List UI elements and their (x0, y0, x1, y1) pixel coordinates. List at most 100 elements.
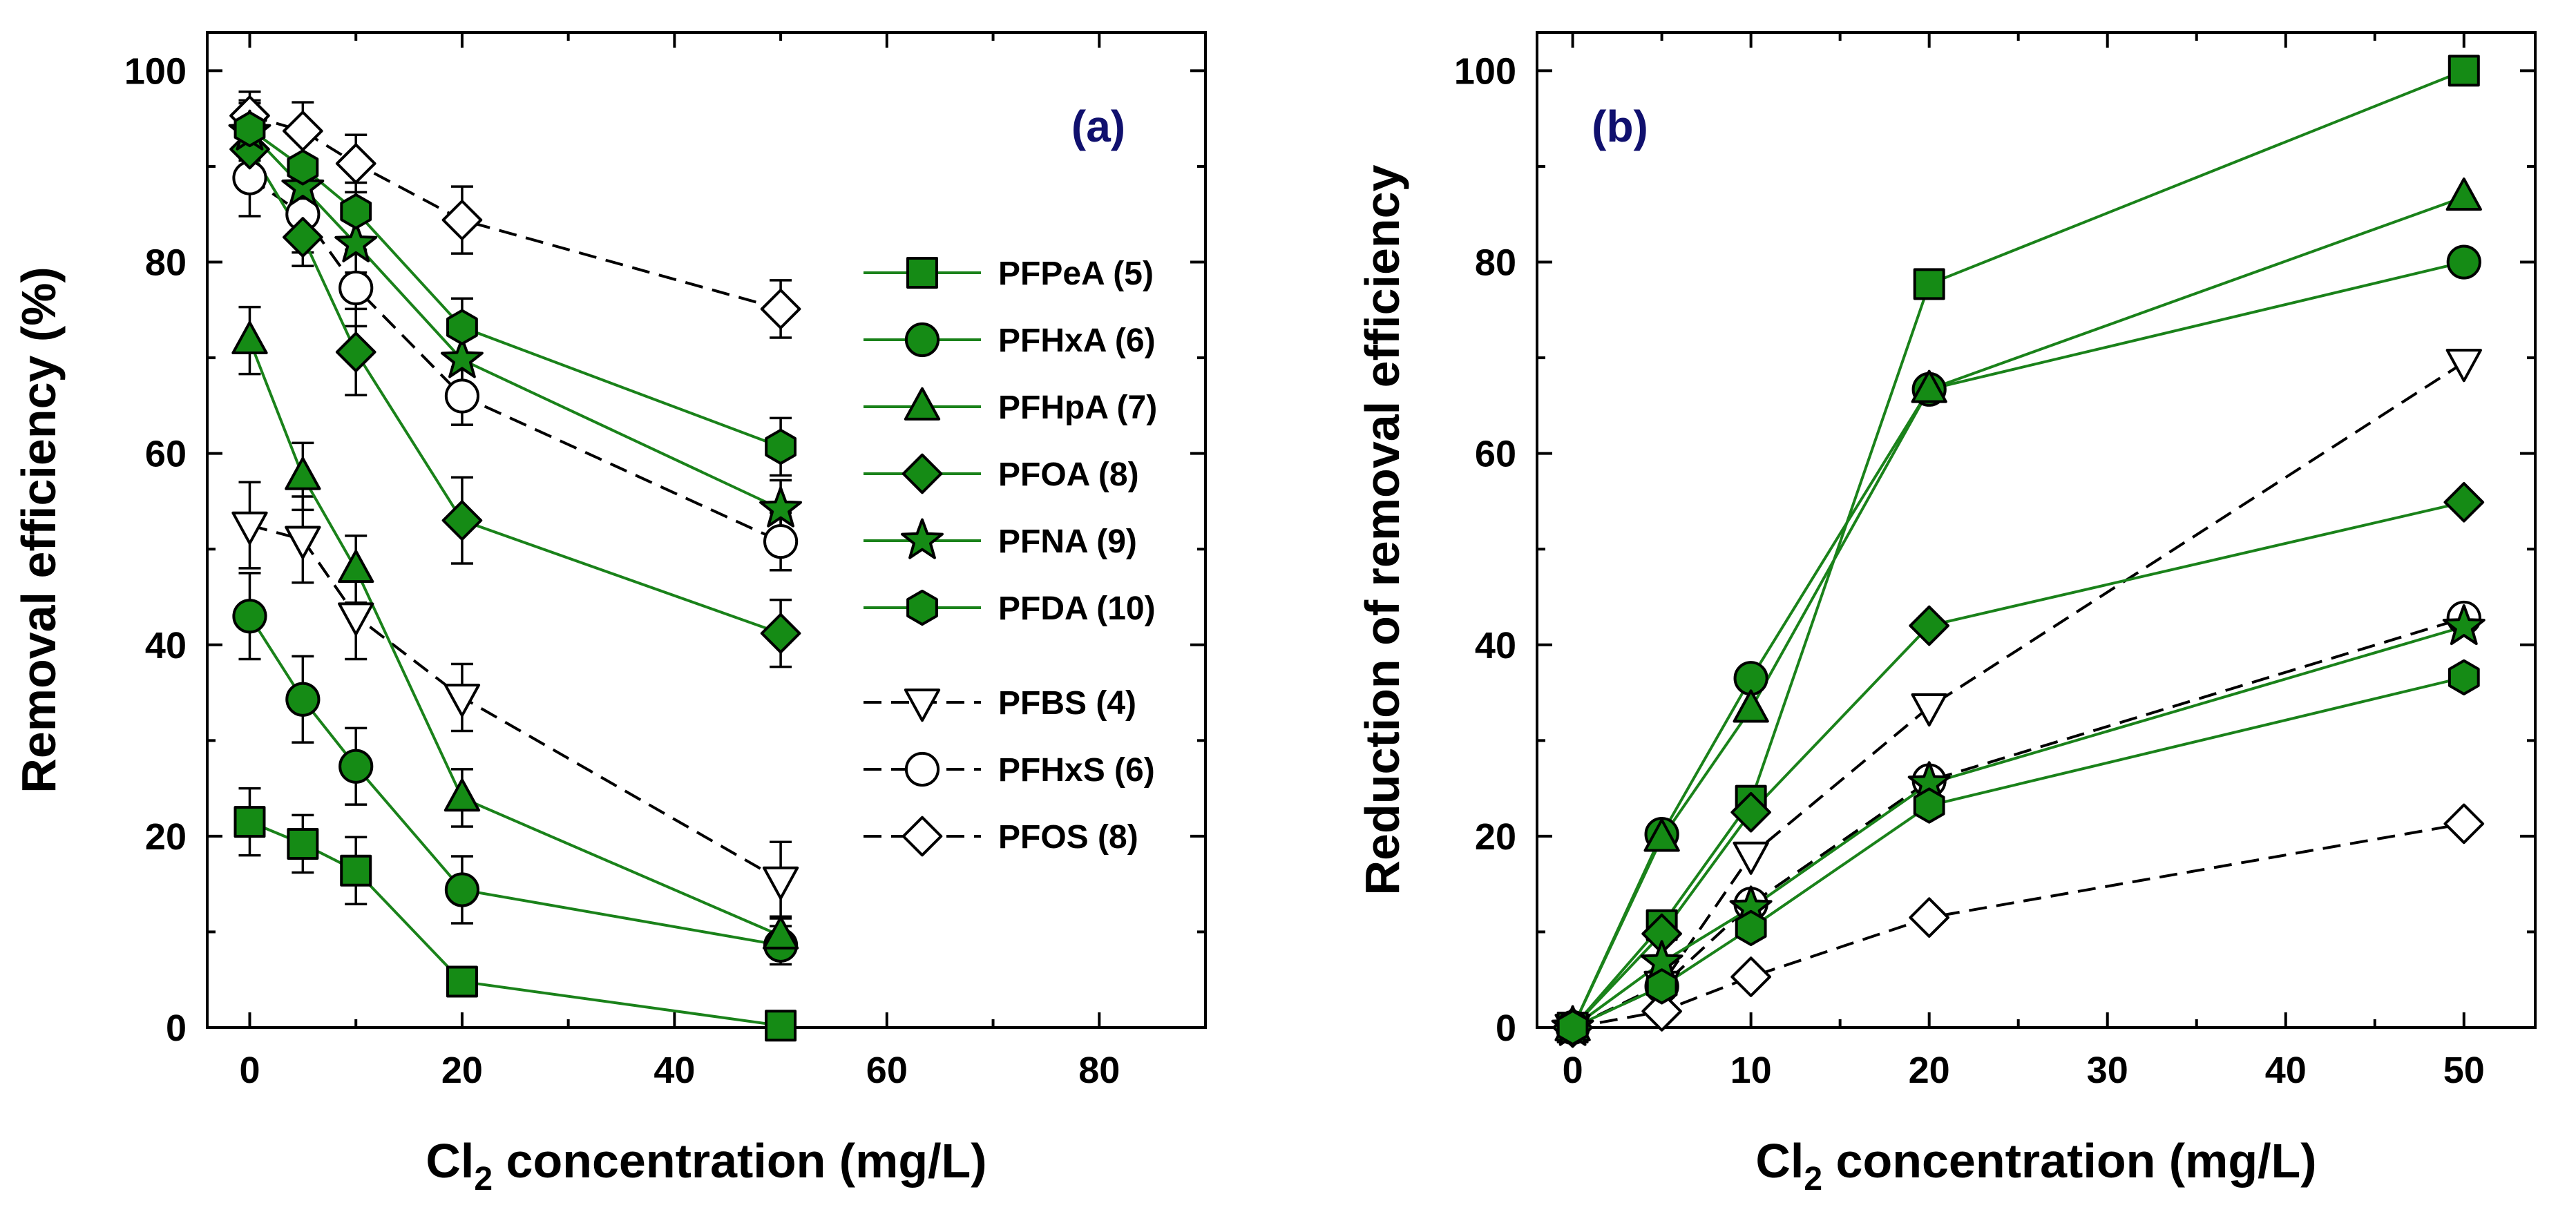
data-point (2446, 244, 2481, 280)
legend-label: PFDA (10) (998, 590, 1156, 627)
data-point (1911, 693, 1947, 727)
x-tick-label: 80 (1078, 1050, 1120, 1091)
legend-item: PFHxA (6) (864, 322, 1156, 359)
data-point (1556, 1009, 1589, 1046)
data-point (340, 193, 372, 230)
x-tick-label: 0 (1563, 1050, 1583, 1091)
panel-label: (a) (1071, 102, 1125, 151)
y-axis-title: Reduction of removal efficiency (1355, 164, 1409, 895)
data-point (1913, 787, 1945, 824)
series-line (248, 615, 781, 947)
y-tick-label: 100 (1454, 50, 1516, 92)
data-point (283, 110, 323, 152)
y-tick-label: 60 (145, 434, 187, 475)
series-line (1572, 501, 2465, 1029)
data-point (287, 149, 319, 186)
data-point (229, 128, 270, 170)
series-line (1572, 69, 2465, 1029)
legend-marker (901, 453, 943, 494)
data-point (285, 456, 321, 490)
series-line (249, 820, 781, 1028)
data-point (440, 337, 484, 378)
legend-label: PFOS (8) (998, 819, 1138, 856)
data-point (1913, 268, 1945, 300)
legend: PFPeA (5) PFHxA (6) PFHpA (7) PFOA (8) PFNA … (864, 256, 1157, 857)
x-tick-label: 60 (866, 1050, 908, 1091)
data-point (231, 511, 268, 545)
data-point (2445, 177, 2482, 211)
data-point (2448, 659, 2480, 696)
data-point (2445, 349, 2482, 383)
data-point (444, 872, 480, 907)
series-line (249, 523, 782, 882)
series-line (1572, 675, 2465, 1029)
y-tick-label: 0 (166, 1008, 187, 1049)
y-tick-label: 60 (1475, 434, 1516, 475)
series-line (1572, 361, 2465, 1029)
legend-label: PFHxA (6) (998, 322, 1156, 359)
legend-marker (904, 387, 941, 421)
data-point (443, 684, 481, 717)
data-point (765, 428, 797, 465)
y-tick-label: 40 (1475, 625, 1516, 666)
data-point (762, 916, 799, 950)
y-tick-label: 80 (145, 242, 187, 284)
y-tick-label: 20 (145, 816, 187, 858)
legend-label: PFHxS (6) (998, 752, 1155, 789)
legend-item: PFOA (8) (864, 453, 1139, 494)
series-line (1571, 195, 2465, 1028)
data-point (441, 200, 483, 240)
data-point (1735, 909, 1767, 947)
x-axis-title-subscript: 2 (474, 1161, 493, 1197)
x-axis-title-main: Cl (426, 1134, 474, 1188)
data-point (334, 221, 378, 262)
series-line (1572, 822, 2465, 1029)
x-tick-label: 10 (1730, 1050, 1772, 1091)
legend-label: PFHpA (7) (998, 389, 1157, 426)
data-point (441, 500, 483, 541)
legend-item: PFDA (10) (864, 589, 1156, 627)
legend-marker (904, 688, 941, 722)
data-point (335, 331, 376, 373)
series-line (248, 148, 781, 635)
y-tick-label: 20 (1475, 816, 1516, 858)
data-point (1909, 897, 1949, 938)
x-tick-label: 50 (2443, 1050, 2485, 1091)
y-tick-label: 80 (1475, 242, 1516, 284)
data-point (1643, 818, 1680, 852)
legend-label: PFOA (8) (998, 456, 1139, 493)
data-point (285, 682, 321, 717)
data-point (1733, 841, 1769, 875)
plot-frame (1536, 31, 2537, 1029)
x-tick-label: 40 (653, 1050, 695, 1091)
data-point (446, 309, 478, 345)
data-point (233, 806, 266, 838)
legend-label: PFNA (9) (998, 523, 1137, 560)
data-point (765, 1010, 797, 1042)
data-point (446, 965, 478, 998)
x-axis-title-rest: concentration (mg/L) (1822, 1134, 2317, 1188)
data-point (338, 749, 374, 784)
panel-b: 0 10 20 30 40 50 0 20 40 60 80 100 Reduction of remo… (1355, 31, 2537, 1197)
y-tick-label: 0 (1496, 1008, 1516, 1049)
series-line (249, 114, 781, 311)
data-point (233, 110, 266, 148)
data-point (338, 550, 374, 584)
data-point (340, 854, 372, 887)
data-point (283, 217, 323, 258)
data-point (1733, 689, 1769, 723)
x-axis-title-rest: concentration (mg/L) (493, 1134, 987, 1188)
series-line (1572, 625, 2465, 1029)
data-point (2443, 803, 2485, 845)
y-axis-title: Removal efficiency (%) (12, 267, 66, 793)
legend-marker (904, 322, 940, 358)
legend-marker (901, 816, 943, 857)
y-tick-label: 100 (124, 50, 187, 92)
legend-item: PFHxS (6) (864, 751, 1155, 789)
legend-label: PFBS (4) (998, 685, 1136, 722)
data-point (760, 613, 801, 654)
data-point (2442, 604, 2486, 646)
x-tick-label: 20 (1909, 1050, 1950, 1091)
panel-label: (b) (1592, 102, 1648, 151)
data-point (338, 602, 374, 636)
